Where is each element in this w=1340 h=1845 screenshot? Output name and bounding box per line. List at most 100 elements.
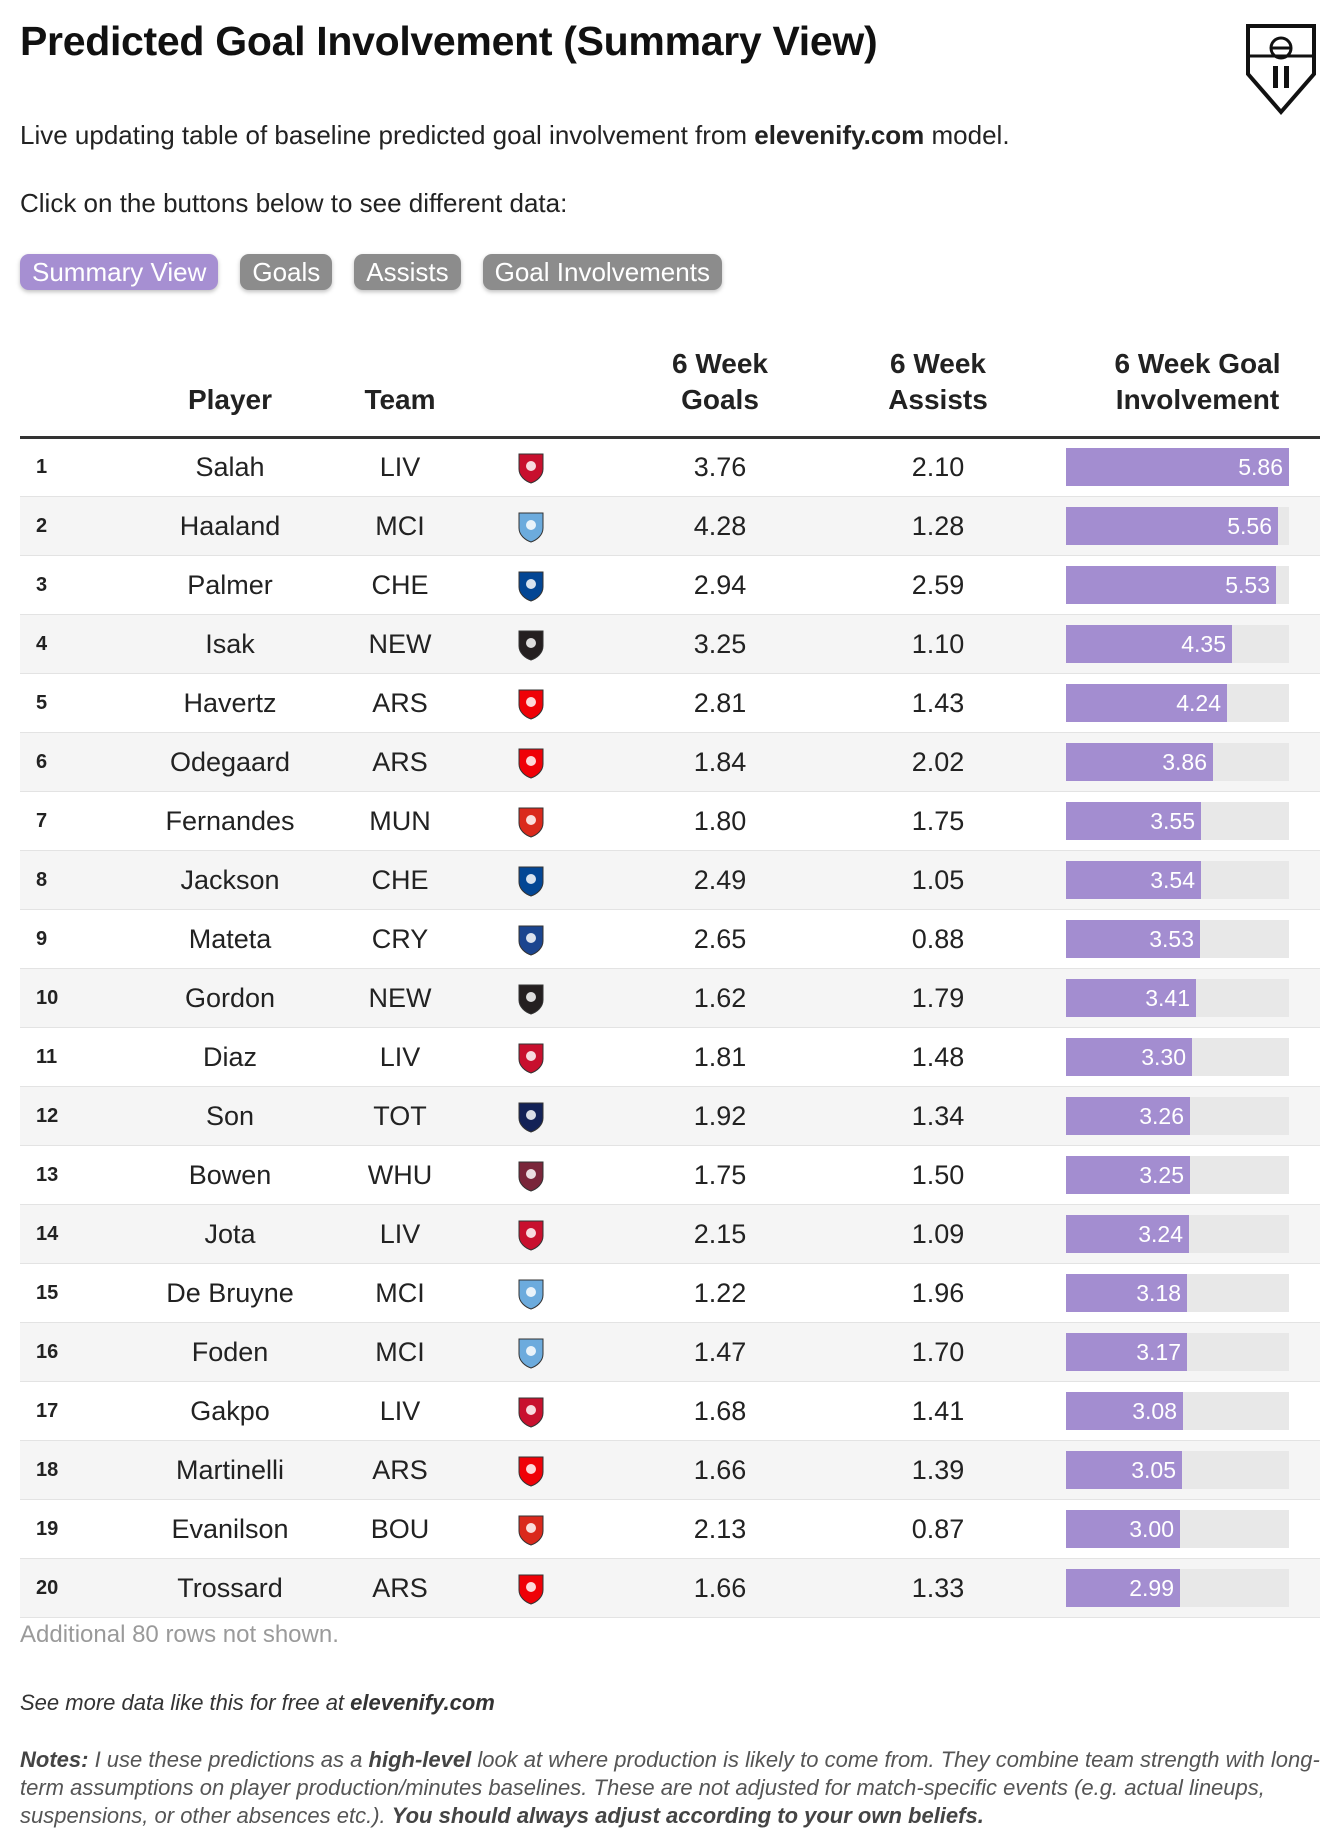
player-cell: Trossard xyxy=(177,1573,283,1603)
rank-cell: 1 xyxy=(36,456,48,478)
rank-cell: 17 xyxy=(36,1400,59,1422)
goals-button[interactable]: Goals xyxy=(240,254,333,290)
rank-cell: 13 xyxy=(36,1164,59,1186)
gi-value: 3.18 xyxy=(1136,1280,1181,1306)
gi-value: 3.00 xyxy=(1129,1516,1174,1542)
team-crest-icon xyxy=(514,982,548,1016)
player-cell: Fernandes xyxy=(165,806,295,836)
player-cell: Bowen xyxy=(188,1160,272,1190)
notes-label: Notes: xyxy=(20,1747,89,1772)
table-row: 4 Isak NEW 3.25 1.10 4.35 xyxy=(20,615,1320,674)
team-cell: CHE xyxy=(371,570,429,600)
player-cell: Gordon xyxy=(184,983,276,1013)
team-cell: NEW xyxy=(368,983,432,1013)
table-row: 14 Jota LIV 2.15 1.09 3.24 xyxy=(20,1205,1320,1264)
assists-cell: 0.88 xyxy=(911,924,965,954)
subtitle: Live updating table of baseline predicte… xyxy=(20,120,1010,151)
gi-bar-track: 3.41 xyxy=(1066,979,1289,1017)
rank-cell: 2 xyxy=(36,515,48,537)
rank-cell: 3 xyxy=(36,574,48,596)
rank-cell: 9 xyxy=(36,928,48,950)
header-player: Player xyxy=(187,384,273,415)
team-cell: TOT xyxy=(373,1101,427,1131)
team-crest-icon xyxy=(514,1041,548,1075)
gi-bar-track: 3.30 xyxy=(1066,1038,1289,1076)
rank-cell: 18 xyxy=(36,1459,59,1481)
table-row: 6 Odegaard ARS 1.84 2.02 3.86 xyxy=(20,733,1320,792)
team-cell: MUN xyxy=(369,806,431,836)
assists-cell: 1.05 xyxy=(911,865,965,895)
assists-cell: 1.50 xyxy=(911,1160,965,1190)
rank-cell: 16 xyxy=(36,1341,59,1363)
goals-cell: 1.84 xyxy=(693,747,747,777)
player-cell: Haaland xyxy=(179,511,281,541)
team-cell: CHE xyxy=(371,865,429,895)
rank-cell: 15 xyxy=(36,1282,59,1304)
summary-view-button[interactable]: Summary View xyxy=(20,254,219,290)
team-crest-icon xyxy=(514,1100,548,1134)
rank-cell: 20 xyxy=(36,1577,59,1599)
goals-cell: 2.81 xyxy=(693,688,747,718)
gi-bar xyxy=(1066,448,1289,486)
team-cell: MCI xyxy=(375,511,425,541)
player-cell: Jackson xyxy=(180,865,280,895)
notes-bold-2: You should always adjust according to yo… xyxy=(391,1803,984,1828)
team-crest-icon xyxy=(514,805,548,839)
table-row: 1 Salah LIV 3.76 2.10 5.86 xyxy=(20,438,1320,497)
gi-bar xyxy=(1066,861,1201,899)
team-cell: ARS xyxy=(372,688,428,718)
gi-bar-track: 3.86 xyxy=(1066,743,1289,781)
gi-bar-track: 3.25 xyxy=(1066,1156,1289,1194)
gi-bar-track: 3.24 xyxy=(1066,1215,1289,1253)
gi-value: 3.53 xyxy=(1149,926,1194,952)
rank-cell: 10 xyxy=(36,987,59,1009)
table-row: 13 Bowen WHU 1.75 1.50 3.25 xyxy=(20,1146,1320,1205)
player-cell: Havertz xyxy=(183,688,277,718)
team-crest-icon xyxy=(514,510,548,544)
goals-cell: 3.25 xyxy=(693,629,747,659)
header-assists: 6 Week Assists xyxy=(838,346,1038,418)
player-cell: Gakpo xyxy=(190,1396,270,1426)
footer-prefix: See more data like this for free at xyxy=(20,1690,351,1715)
gi-bar-track: 3.55 xyxy=(1066,802,1289,840)
table-row: 5 Havertz ARS 2.81 1.43 4.24 xyxy=(20,674,1320,733)
header-goals: 6 Week Goals xyxy=(620,346,820,418)
table-row: 2 Haaland MCI 4.28 1.28 5.56 xyxy=(20,497,1320,556)
goals-cell: 2.94 xyxy=(693,570,747,600)
goals-cell: 3.76 xyxy=(693,452,747,482)
gi-bar xyxy=(1066,1510,1180,1548)
assists-button[interactable]: Assists xyxy=(354,254,461,290)
team-cell: ARS xyxy=(372,1455,428,1485)
footer-note: See more data like this for free at elev… xyxy=(20,1690,495,1716)
team-cell: LIV xyxy=(379,1219,421,1249)
view-button-group: Summary View Goals Assists Goal Involvem… xyxy=(20,254,722,290)
player-cell: De Bruyne xyxy=(166,1278,294,1308)
gi-value: 3.17 xyxy=(1136,1339,1181,1365)
goal-involvements-button[interactable]: Goal Involvements xyxy=(482,254,722,290)
rank-cell: 4 xyxy=(36,633,48,655)
gi-bar-track: 3.08 xyxy=(1066,1392,1289,1430)
player-cell: Foden xyxy=(191,1337,269,1367)
player-cell: Martinelli xyxy=(175,1455,285,1485)
player-cell: Son xyxy=(205,1101,255,1131)
assists-cell: 1.41 xyxy=(911,1396,965,1426)
table-header: Player Team 6 Week Goals 6 Week Assists … xyxy=(20,346,1320,439)
team-cell: MCI xyxy=(375,1337,425,1367)
gi-bar xyxy=(1066,1038,1192,1076)
goals-cell: 2.49 xyxy=(693,865,747,895)
team-crest-icon xyxy=(514,1159,548,1193)
gi-bar xyxy=(1066,1451,1182,1489)
table-row: 16 Foden MCI 1.47 1.70 3.17 xyxy=(20,1323,1320,1382)
table-row: 8 Jackson CHE 2.49 1.05 3.54 xyxy=(20,851,1320,910)
player-cell: Diaz xyxy=(202,1042,257,1072)
gi-bar xyxy=(1066,979,1196,1017)
subtitle-site-link[interactable]: elevenify.com xyxy=(754,120,925,150)
team-crest-icon xyxy=(514,1572,548,1606)
gi-bar xyxy=(1066,1392,1183,1430)
team-crest-icon xyxy=(514,451,548,485)
gi-bar-track: 3.00 xyxy=(1066,1510,1289,1548)
table-row: 20 Trossard ARS 1.66 1.33 2.99 xyxy=(20,1559,1320,1618)
goals-cell: 1.75 xyxy=(693,1160,747,1190)
footer-site-link[interactable]: elevenify.com xyxy=(350,1690,495,1715)
goals-cell: 1.47 xyxy=(693,1337,747,1367)
